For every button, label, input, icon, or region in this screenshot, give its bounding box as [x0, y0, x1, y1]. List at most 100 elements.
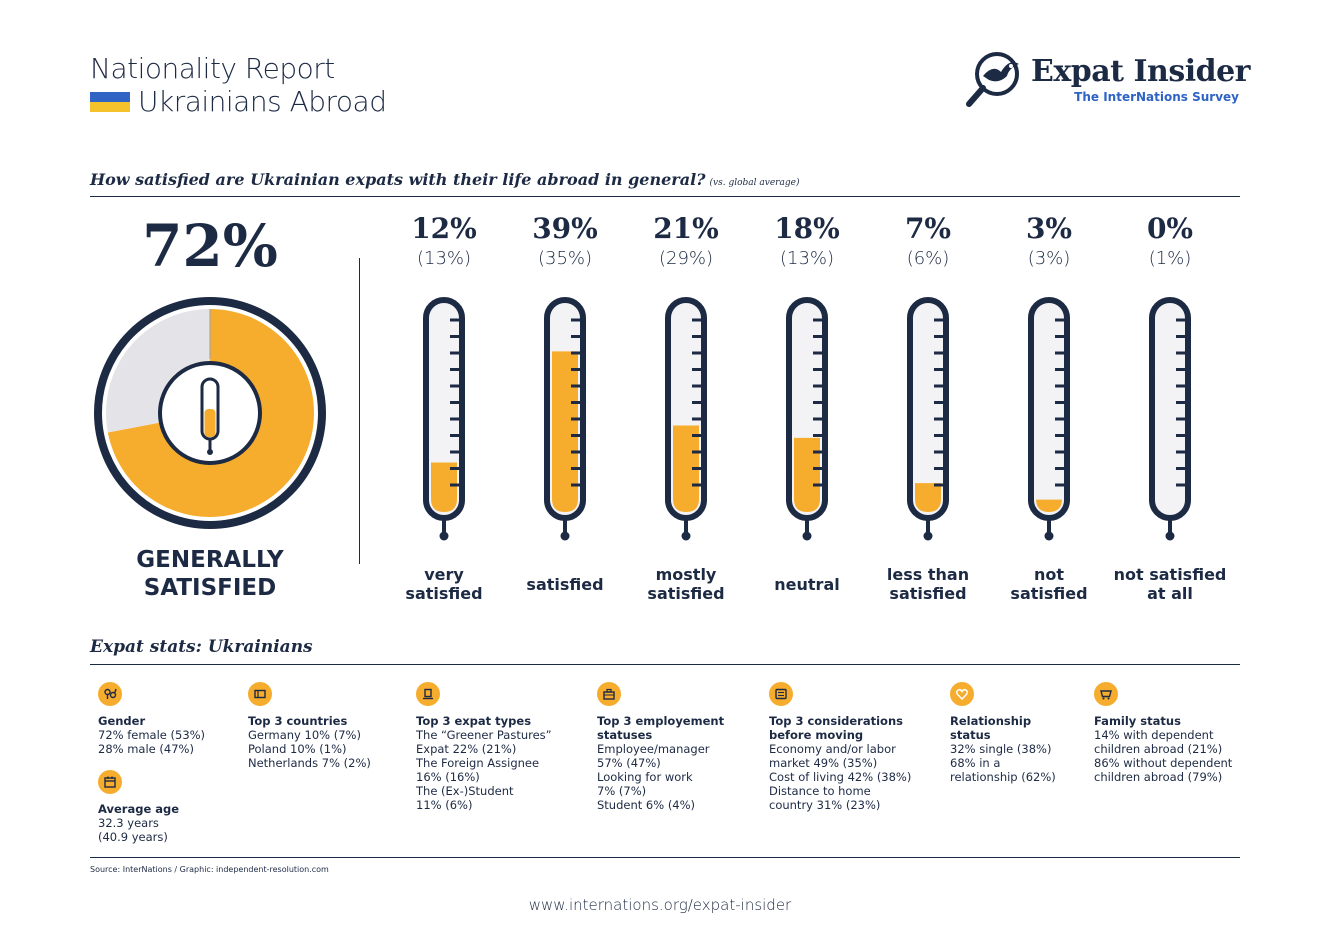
divider-bottom: [90, 857, 1240, 858]
stat-employment-title: Top 3 employement: [597, 714, 725, 728]
stat-considerations-title-2: before moving: [769, 728, 864, 742]
logo-name: Expat Insider: [1031, 54, 1250, 89]
report-title: Nationality Report: [90, 52, 335, 85]
category-label-line1: very: [424, 565, 464, 584]
global-average-label: (13%): [779, 248, 835, 269]
bar-fill: [1036, 499, 1062, 512]
bar-fill: [794, 437, 820, 512]
category-label: neutral: [737, 564, 877, 604]
stat-age-line: 32.3 years: [98, 816, 159, 830]
category-label: not satisfied: [979, 564, 1119, 604]
stat-relationship-title-2: status: [950, 728, 991, 742]
stat-age-line: (40.9 years): [98, 830, 168, 844]
stat-countries: Top 3 countries Germany 10% (7%) Poland …: [248, 682, 371, 770]
global-average-label: (1%): [1148, 248, 1192, 269]
stat-considerations-line: Cost of living 42% (38%): [769, 770, 912, 784]
stroller-icon: [1094, 682, 1118, 706]
thermometer-column: 0% (1%) not satisfied at all: [1110, 212, 1230, 603]
category-label-line1: mostly: [655, 565, 717, 584]
vertical-divider: [359, 258, 360, 564]
signpost-icon: [416, 682, 440, 706]
stat-types-title: Top 3 expat types: [416, 714, 532, 728]
stat-gender: Gender 72% female (53%) 28% male (47%): [98, 682, 205, 756]
stat-countries-line: Germany 10% (7%): [248, 728, 361, 742]
thermometer-bar: [665, 297, 707, 541]
stat-employment-line: 57% (47%): [597, 756, 661, 770]
question-text: How satisfied are Ukrainian expats with …: [90, 170, 706, 189]
satisfaction-donut: [94, 297, 326, 529]
thermometer-column: 12% (13%) very satisfied: [384, 212, 504, 603]
stat-relationship-line: relationship (62%): [950, 770, 1056, 784]
bar-value-label: 0%: [1146, 212, 1194, 245]
thermometer-column: 21% (29%) mostly satisfied: [626, 212, 746, 603]
thermometer-bar: [544, 297, 586, 541]
thermometer-bar: [1149, 297, 1191, 541]
global-average-label: (13%): [416, 248, 472, 269]
stat-considerations: Top 3 considerations before moving Econo…: [769, 682, 911, 812]
stat-employment-line: Student 6% (4%): [597, 798, 696, 812]
category-label-line2: satisfied: [1010, 584, 1088, 603]
category-label-line1: not: [1033, 565, 1064, 584]
stat-gender-line: 28% male (47%): [98, 742, 194, 756]
stat-types-line: Expat 22% (21%): [416, 742, 517, 756]
stat-types-line: The “Greener Pastures”: [416, 728, 552, 742]
stat-relationship-title: Relationship: [950, 714, 1032, 728]
stat-employment-line: Employee/manager: [597, 742, 710, 756]
category-label-line1: less than: [886, 565, 970, 584]
bar-value-label: 18%: [774, 212, 840, 245]
bar-fill: [552, 351, 578, 512]
global-average-label: (29%): [658, 248, 714, 269]
stat-gender-title: Gender: [98, 714, 146, 728]
category-label-line2: satisfied: [405, 584, 483, 603]
global-average-label: (6%): [906, 248, 950, 269]
stat-family: Family status 14% with dependent childre…: [1094, 682, 1232, 784]
report-subtitle-text: Ukrainians Abroad: [138, 85, 387, 118]
category-label-line2: satisfied: [889, 584, 967, 603]
stat-family-line: children abroad (79%): [1094, 770, 1223, 784]
thermometer-column: 7% (6%) less than satisfied: [868, 212, 988, 603]
category-label-line1: satisfied: [526, 574, 604, 594]
global-average-label: (35%): [537, 248, 593, 269]
report-subtitle: Ukrainians Abroad: [90, 85, 387, 118]
thermometer-bar: [423, 297, 465, 541]
thermometer-bar: [907, 297, 949, 541]
stat-expat-types: Top 3 expat types The “Greener Pastures”…: [416, 682, 552, 812]
bar-value-label: 7%: [904, 212, 952, 245]
thermometer-bar: [1028, 297, 1070, 541]
category-label-line2: satisfied: [647, 584, 725, 603]
briefcase-icon: [597, 682, 621, 706]
stat-countries-title: Top 3 countries: [248, 714, 348, 728]
footer-url[interactable]: www.internations.org/expat-insider: [528, 896, 792, 914]
bar-value-label: 12%: [411, 212, 477, 245]
stat-family-title: Family status: [1094, 714, 1181, 728]
gender-icon: [98, 682, 122, 706]
stat-age-title: Average age: [98, 802, 180, 816]
stat-considerations-line: market 49% (35%): [769, 756, 878, 770]
stat-employment-title-2: statuses: [597, 728, 653, 742]
thermometer-bar: [786, 297, 828, 541]
stat-employment-line: Looking for work: [597, 770, 693, 784]
question-note: (vs. global average): [709, 178, 800, 188]
map-icon: [248, 682, 272, 706]
stat-employment-line: 7% (7%): [597, 784, 647, 798]
expat-insider-logo: Expat Insider The InterNations Survey: [963, 50, 1250, 110]
chart-question: How satisfied are Ukrainian expats with …: [90, 170, 799, 189]
category-label-line2: at all: [1147, 584, 1193, 603]
category-label: not satisfied at all: [1100, 564, 1240, 604]
stat-relationship-line: 68% in a: [950, 756, 1001, 770]
bar-value-label: 39%: [532, 212, 598, 245]
logo-tagline: The InterNations Survey: [1074, 90, 1239, 104]
stats-title: Expat stats: Ukrainians: [90, 637, 313, 657]
summary-caption: GENERALLY SATISFIED: [90, 546, 330, 602]
calendar-icon: [98, 770, 122, 794]
thermometer-icon: [200, 377, 220, 455]
stat-family-line: 14% with dependent: [1094, 728, 1214, 742]
donut-slice-satisfied: [107, 309, 314, 517]
divider-stats: [90, 664, 1240, 665]
summary-percentage: 72%: [142, 212, 278, 280]
stat-types-line: 11% (6%): [416, 798, 473, 812]
stat-family-line: children abroad (21%): [1094, 742, 1223, 756]
stat-age: Average age 32.3 years (40.9 years): [98, 770, 179, 844]
thermometer-column: 39% (35%) satisfied: [505, 212, 625, 594]
stat-relationship: Relationship status 32% single (38%) 68%…: [950, 682, 1056, 784]
